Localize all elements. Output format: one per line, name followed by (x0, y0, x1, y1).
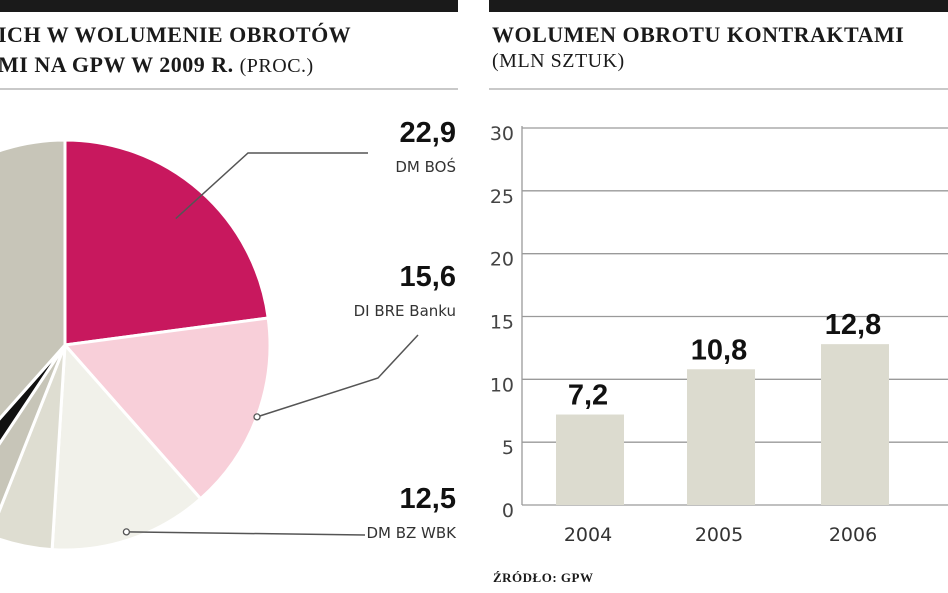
pie-value-label: 22,9 (400, 117, 456, 149)
y-tick-label: 30 (490, 123, 514, 145)
left-chart-title-line1: ICH W WOLUMENIE OBROTÓW (0, 22, 352, 47)
pie-category-label: DM BZ WBK (366, 524, 457, 542)
pie-slice-unlabeled-dark (0, 344, 67, 446)
bar-value-label: 7,2 (568, 380, 608, 412)
pie-value-label: 12,5 (400, 483, 456, 515)
pie-leader-line (175, 152, 368, 220)
source-note: ŹRÓDŁO: GPW (493, 570, 594, 585)
pie-value-label: 15,6 (400, 261, 456, 293)
left-chart-unit: (PROC.) (239, 55, 314, 77)
left-title-separator (0, 88, 458, 90)
y-tick-label: 20 (490, 249, 514, 271)
bar-2005 (687, 369, 755, 505)
y-tick-label: 10 (490, 374, 514, 396)
pie-leader-line (256, 334, 419, 418)
right-chart-unit: (MLN SZTUK) (492, 50, 625, 72)
pie-chart: 22,9 DM BOŚ 15,6 DI BRE Banku 12,5 DM BZ WBK (0, 117, 457, 552)
pie-leader-dot (122, 528, 131, 536)
pie-slice-unlabeled-beige (0, 344, 67, 552)
x-category-label: 2005 (695, 524, 743, 546)
pie-leader-dot (253, 413, 261, 421)
left-chart-title-text: MI NA GPW W 2009 R. (0, 52, 234, 77)
right-title-separator (489, 88, 948, 90)
right-chart-title: WOLUMEN OBROTU KONTRAKTAMI (492, 22, 905, 47)
bar-value-label: 12,8 (825, 309, 881, 341)
left-top-bar (0, 0, 458, 12)
pie-slice-unlabeled-gray (0, 344, 67, 514)
pie-category-label: DM BOŚ (395, 157, 456, 176)
pie-slice-dm-bz-wbk (50, 341, 203, 552)
x-category-label: 2006 (829, 524, 877, 546)
y-tick-label: 5 (502, 437, 514, 459)
pie-slice-unlabeled-large (0, 138, 67, 421)
bar-2004 (556, 414, 624, 505)
y-tick-label: 15 (490, 312, 514, 334)
y-tick-label: 0 (502, 500, 514, 522)
x-category-label: 2004 (564, 524, 612, 546)
bar-2006 (821, 344, 889, 505)
bar-value-label: 10,8 (691, 334, 747, 366)
right-top-bar (489, 0, 948, 12)
left-chart-title-line2: MI NA GPW W 2009 R. (PROC.) (0, 52, 314, 78)
pie-slice-dm-bos (63, 138, 270, 347)
y-tick-label: 25 (490, 186, 514, 208)
pie-category-label: DI BRE Banku (354, 302, 456, 320)
pie-leader-line (126, 531, 366, 536)
